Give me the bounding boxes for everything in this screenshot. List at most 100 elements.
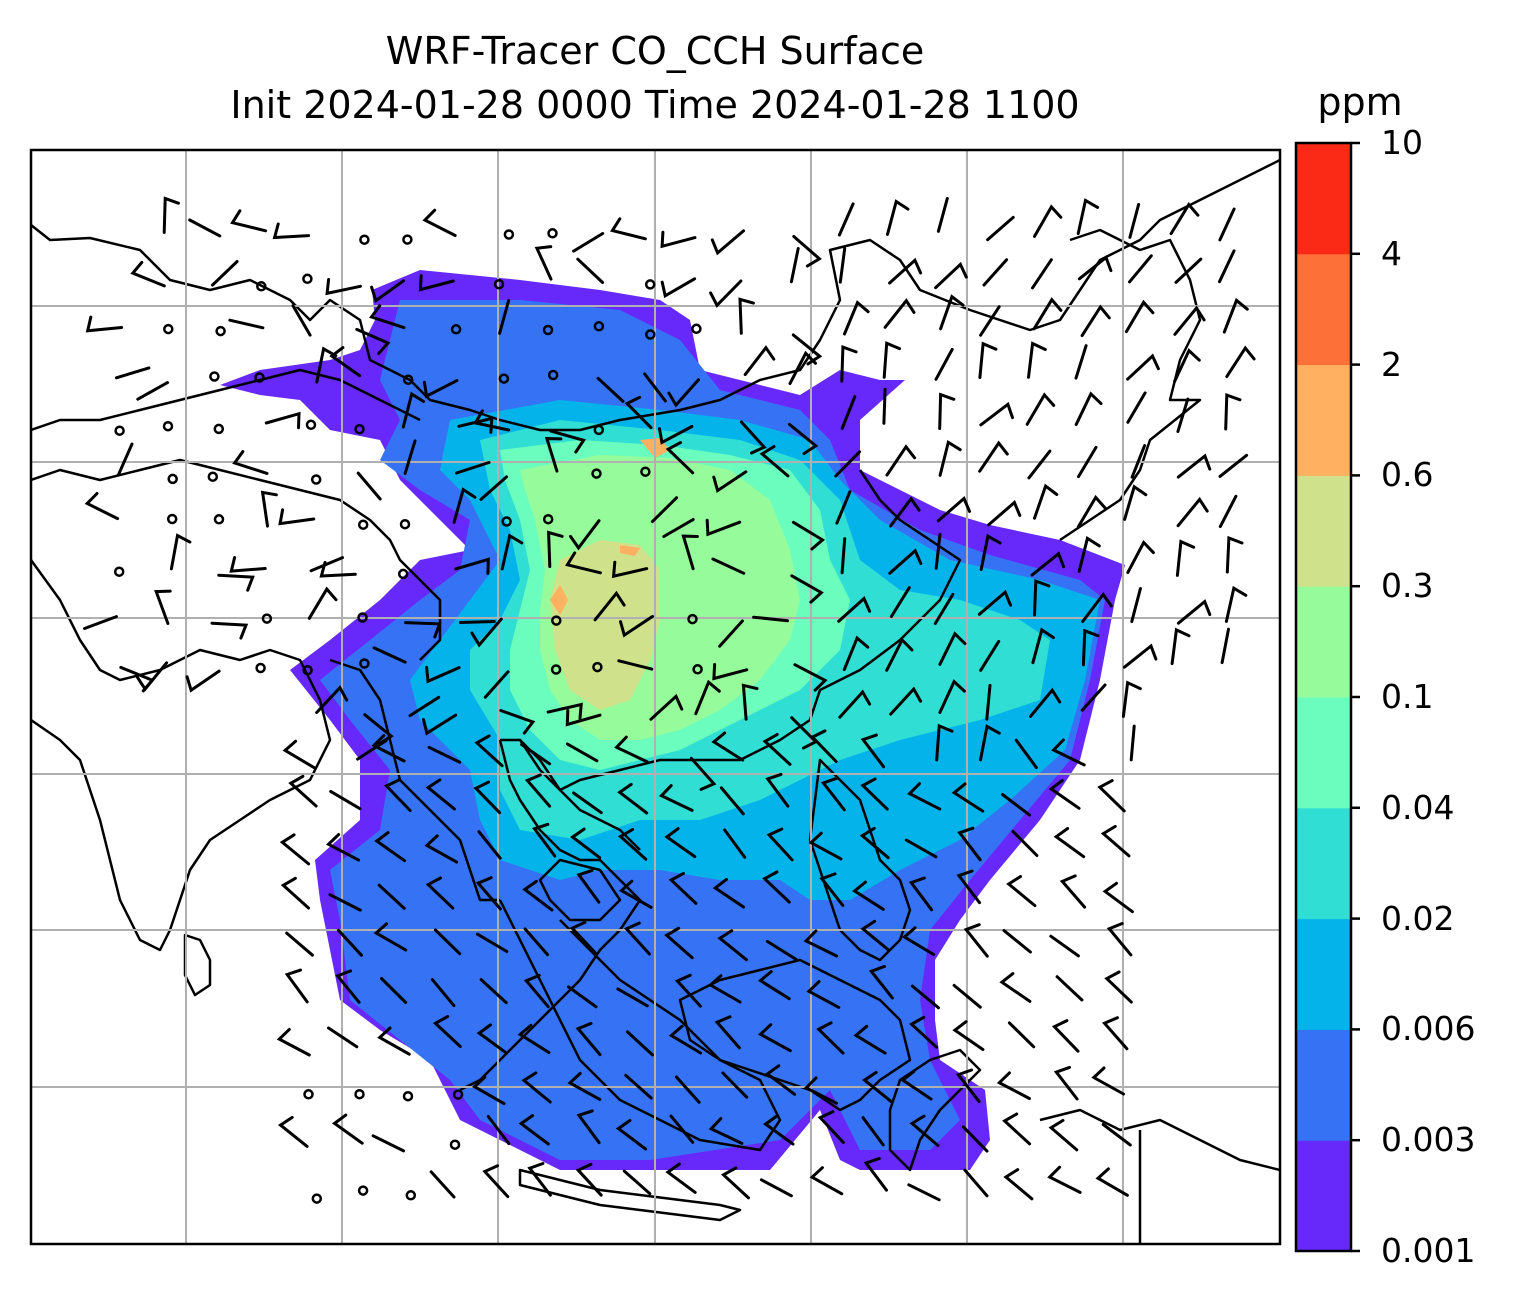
- wind-barb: [458, 620, 496, 624]
- wind-barb: [718, 619, 744, 648]
- colorbar-segment-2: [1296, 918, 1351, 1030]
- wind-barb: [623, 921, 651, 956]
- wind-barb: [425, 876, 455, 910]
- colorbar-tick-label-1: 0.003: [1381, 1120, 1476, 1160]
- calm-marker: [452, 1089, 464, 1100]
- wind-barb: [280, 876, 310, 910]
- calm-marker: [405, 1190, 417, 1201]
- wind-barb: [720, 1166, 750, 1200]
- wind-barb: [617, 828, 648, 861]
- wind-barb: [278, 508, 316, 526]
- colorbar-tick-label-0: 0.001: [1381, 1231, 1476, 1270]
- wind-barb: [624, 1073, 653, 1100]
- wind-barb: [422, 379, 459, 399]
- wind-barb: [83, 615, 118, 630]
- wind-barb: [1032, 297, 1063, 331]
- wind-barb: [617, 782, 649, 815]
- wind-barb: [963, 923, 989, 958]
- wind-barb: [817, 1110, 845, 1144]
- border-laos-vietnam: [519, 739, 641, 851]
- wind-barb: [427, 745, 462, 764]
- wind-barb: [1031, 258, 1053, 290]
- wind-barb: [355, 327, 391, 355]
- wind-barb: [285, 931, 314, 957]
- wind-barb: [185, 669, 221, 693]
- wind-barb: [276, 1027, 311, 1057]
- wind-barb: [470, 617, 503, 648]
- wind-barb: [1100, 824, 1131, 858]
- wind-barb: [809, 1166, 844, 1196]
- wind-barb: [264, 411, 301, 430]
- wind-barb: [576, 868, 601, 904]
- wind-barb: [422, 713, 458, 736]
- wind-barb: [1218, 249, 1236, 284]
- wind-barb: [230, 209, 268, 233]
- wind-barb: [665, 1162, 697, 1194]
- wind-barb: [909, 1015, 938, 1049]
- wind-barb: [882, 341, 902, 379]
- wind-barb: [565, 709, 602, 727]
- coastline-indochina: [459, 739, 642, 1092]
- wind-barb: [210, 621, 249, 640]
- colorbar-tick-label-7: 0.6: [1381, 455, 1434, 495]
- wind-barb: [211, 260, 239, 287]
- wind-barb: [803, 929, 839, 958]
- calm-marker: [359, 658, 370, 669]
- wind-barb: [1170, 627, 1191, 666]
- wind-barb: [938, 392, 956, 430]
- wind-barb: [861, 1116, 885, 1147]
- wind-barb: [455, 461, 491, 475]
- wind-barb: [116, 442, 134, 477]
- wind-barb: [986, 215, 1015, 242]
- calm-marker: [402, 1090, 414, 1102]
- wind-barb: [938, 631, 967, 666]
- wind-barb: [852, 880, 885, 911]
- wind-barb: [904, 838, 938, 859]
- wind-barb: [649, 693, 684, 721]
- calm-marker: [493, 278, 505, 290]
- calm-marker: [255, 662, 266, 674]
- wind-barb: [1091, 1066, 1125, 1096]
- wind-barb: [860, 777, 889, 811]
- wind-barb: [668, 871, 698, 905]
- wind-barb: [789, 247, 800, 284]
- wind-barb: [741, 683, 759, 721]
- wind-barb: [572, 232, 605, 253]
- wind-barb: [476, 932, 509, 953]
- wind-barb: [674, 1075, 701, 1104]
- wind-barb: [1225, 345, 1256, 379]
- wind-barb: [371, 1134, 406, 1153]
- wind-barb: [694, 679, 721, 716]
- wind-barb: [618, 879, 653, 909]
- wind-barb: [674, 973, 702, 1008]
- map-frame: [29, 148, 1282, 1246]
- wind-barb: [1218, 494, 1238, 529]
- wind-barb: [1123, 484, 1148, 521]
- wind-barb: [1218, 207, 1236, 242]
- calm-marker: [644, 279, 656, 290]
- wind-barb: [1051, 738, 1086, 767]
- wind-barb: [217, 573, 255, 592]
- wind-barb: [1031, 627, 1055, 665]
- wind-barb: [936, 496, 971, 523]
- wind-barb: [868, 964, 894, 1000]
- wind-barb: [717, 929, 748, 962]
- coastline-srilanka: [183, 933, 212, 997]
- wind-barb: [714, 1015, 741, 1050]
- wind-barb: [1176, 599, 1212, 625]
- wind-barb: [739, 420, 767, 455]
- wind-barb: [711, 557, 746, 575]
- wind-barb: [961, 1125, 989, 1153]
- wind-barb: [575, 1162, 603, 1197]
- wind-barb: [743, 345, 776, 377]
- wind-barb: [955, 1068, 981, 1104]
- wind-barb: [452, 487, 477, 524]
- wind-barb: [479, 475, 508, 501]
- wind-barb: [979, 724, 1001, 762]
- calm-marker: [591, 468, 602, 479]
- wind-barb: [834, 450, 862, 478]
- wind-barb: [329, 789, 362, 811]
- wind-barb: [667, 378, 700, 408]
- wind-barb: [291, 304, 312, 337]
